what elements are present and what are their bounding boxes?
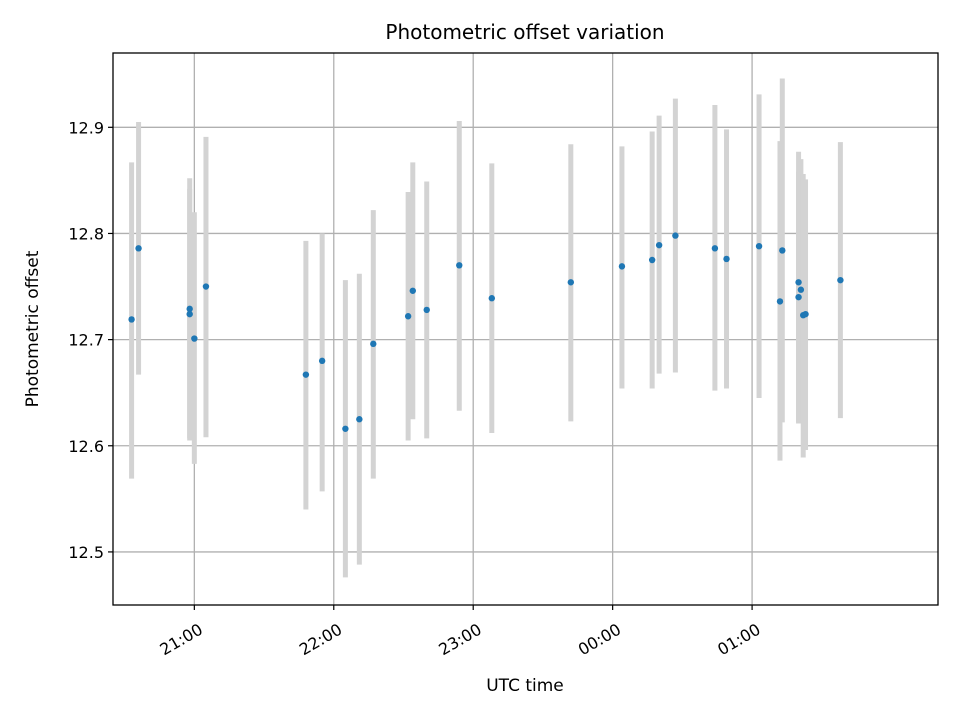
y-tick-label: 12.6 <box>68 437 104 456</box>
y-axis-ticks: 12.5 12.6 12.7 12.8 12.9 <box>68 118 113 562</box>
data-point <box>423 306 430 314</box>
data-point <box>186 310 193 318</box>
data-point <box>356 416 363 423</box>
data-point <box>202 283 210 290</box>
data-point <box>456 262 463 269</box>
y-tick-label: 12.8 <box>68 224 104 243</box>
data-point <box>342 425 349 432</box>
data-point <box>567 279 575 286</box>
data-point <box>802 310 809 318</box>
data-point <box>648 256 656 264</box>
plot-frame <box>112 52 939 606</box>
data-point <box>655 241 663 249</box>
data-point <box>186 305 193 313</box>
data-point <box>797 286 805 293</box>
data-point <box>779 247 786 254</box>
data-point <box>672 232 679 239</box>
data-point <box>723 255 730 263</box>
data-point <box>711 245 719 252</box>
data-point <box>370 340 377 348</box>
data-point <box>755 243 763 250</box>
data-point <box>128 316 135 323</box>
y-tick-label: 12.5 <box>68 543 104 562</box>
data-point <box>618 263 626 270</box>
data-point <box>795 293 802 301</box>
data-point <box>795 279 802 286</box>
data-point <box>302 371 310 378</box>
data-point <box>404 313 412 320</box>
data-point <box>837 276 844 284</box>
data-point <box>409 287 416 294</box>
data-point <box>488 295 496 302</box>
data-points <box>128 232 844 432</box>
chart-title: Photometric offset variation <box>385 20 664 44</box>
y-axis-label: Photometric offset <box>23 250 43 407</box>
y-tick-label: 12.9 <box>68 118 104 137</box>
data-point <box>318 357 326 365</box>
data-point <box>776 298 784 305</box>
x-axis-label: UTC time <box>486 676 564 696</box>
y-tick-label: 12.7 <box>68 331 104 350</box>
data-point <box>135 245 142 252</box>
data-point <box>191 335 198 342</box>
